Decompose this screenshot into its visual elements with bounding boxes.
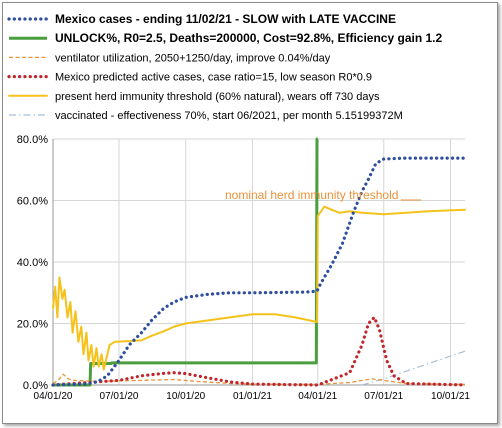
chart-frame: Mexico cases - ending 11/02/21 - SLOW wi… <box>2 2 498 424</box>
legend-label-4: present herd immunity threshold (60% nat… <box>55 91 380 103</box>
legend: Mexico cases - ending 11/02/21 - SLOW wi… <box>7 12 442 122</box>
x-tick-label: 07/01/21 <box>364 391 403 402</box>
legend-label-2: ventilator utilization, 2050+1250/day, i… <box>55 52 331 64</box>
herd-immunity-annotation: nominal herd immunity threshold <box>225 188 398 202</box>
series-line-0 <box>51 156 467 387</box>
legend-label-0: Mexico cases - ending 11/02/21 - SLOW wi… <box>55 12 396 26</box>
x-tick-label: 07/01/20 <box>100 391 139 402</box>
series-line-4 <box>52 205 466 371</box>
series-line-3 <box>51 315 467 387</box>
y-tick-label: 40.0% <box>17 257 48 269</box>
x-tick-label: 10/01/20 <box>166 391 205 402</box>
x-tick-label: 04/01/21 <box>298 391 337 402</box>
y-tick-label: 80.0% <box>17 134 48 146</box>
legend-label-3: Mexico predicted active cases, case rati… <box>55 72 372 84</box>
y-tick-label: 0.0% <box>23 380 48 392</box>
x-tick-label: 01/01/21 <box>233 391 272 402</box>
y-tick-label: 20.0% <box>17 319 48 331</box>
line-chart: Mexico cases - ending 11/02/21 - SLOW wi… <box>7 12 471 402</box>
legend-label-1: UNLOCK%, R0=2.5, Deaths=200000, Cost=92.… <box>55 31 442 45</box>
x-tick-label: 10/01/21 <box>431 391 470 402</box>
series-line-5 <box>361 350 466 386</box>
x-tick-label: 04/01/20 <box>34 391 73 402</box>
y-tick-label: 60.0% <box>17 196 48 208</box>
plot-area: 0.0% 20.0% 40.0% 60.0% 80.0% 04/01/20 07/01/20… <box>17 134 471 402</box>
legend-label-5: vaccinated - effectiveness 70%, start 06… <box>55 110 403 122</box>
